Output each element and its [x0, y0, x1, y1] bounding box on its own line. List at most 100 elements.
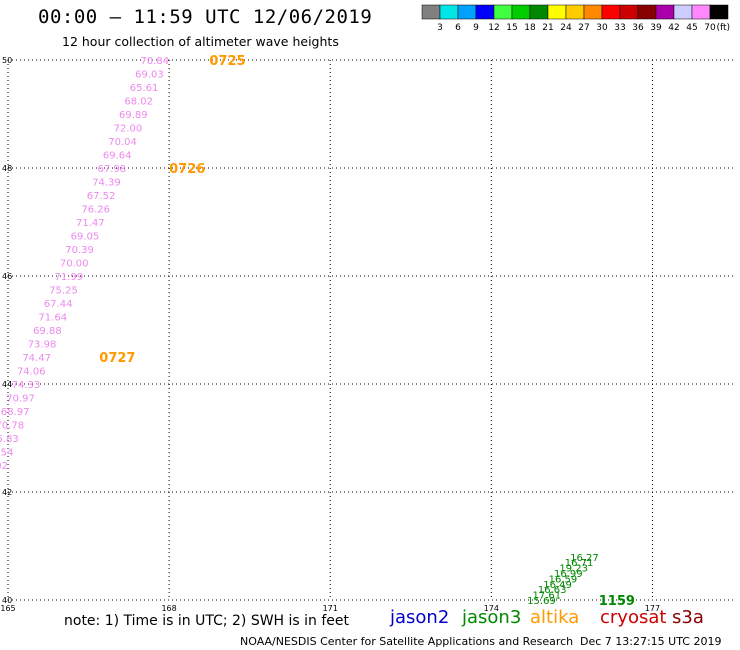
colorbar-label: 3: [437, 23, 443, 33]
data-point-s3a: 67.44: [44, 299, 73, 310]
y-tick-label: 42: [2, 488, 12, 497]
colorbar-swatch: [709, 4, 729, 20]
data-point-s3a: 73.98: [28, 340, 57, 351]
y-tick-label: 48: [2, 164, 12, 173]
data-point-s3a: 72.00: [114, 124, 143, 135]
data-point-jason3: 16.49: [543, 580, 572, 591]
data-point-s3a: 71.47: [76, 218, 105, 229]
data-point-s3a: 69.89: [119, 110, 148, 121]
colorbar-swatch: [439, 4, 459, 20]
y-tick-label: 44: [2, 380, 12, 389]
colorbar-label: 36: [632, 23, 644, 33]
colorbar-swatch: [529, 4, 549, 20]
colorbar-label: 30: [596, 23, 608, 33]
time-label-s3a: 0725: [209, 54, 245, 69]
colorbar-swatch: [601, 4, 621, 20]
data-point-s3a: 74.06: [17, 367, 46, 378]
legend-s3a: s3a: [672, 607, 704, 628]
colorbar-label: 18: [524, 23, 536, 33]
data-point-s3a: 76.26: [81, 205, 110, 216]
grid-lines: [7, 59, 733, 601]
colorbar-legend: 3 6 9 12 15 18 21 24 27 30 33 36 39 42 45 70 (ft): [421, 4, 730, 33]
data-point-s3a: 69.02: [0, 461, 8, 472]
colorbar-label: 70: [704, 23, 716, 33]
data-point-jason3: 16.59: [549, 574, 578, 585]
data-point-s3a: 69.05: [71, 232, 100, 243]
data-point-s3a: 70.84: [140, 56, 169, 67]
colorbar-swatch: [655, 4, 675, 20]
x-tick-label: 177: [645, 604, 660, 613]
colorbar-label: 9: [473, 23, 479, 33]
colorbar-label: 15: [506, 23, 517, 33]
colorbar-swatch: [547, 4, 567, 20]
data-point-s3a: 74.39: [92, 178, 121, 189]
data-point-jason3: 16.71: [565, 558, 594, 569]
footer-note: note: 1) Time is in UTC; 2) SWH is in fe…: [64, 613, 350, 629]
colorbar-label: 12: [488, 23, 499, 33]
credit-line: NOAA/NESDIS Center for Satellite Applica…: [240, 635, 574, 648]
colorbar-label: 21: [542, 23, 553, 33]
colorbar-swatch: [565, 4, 585, 20]
legend-cryosat: cryosat: [600, 607, 667, 628]
data-point-jason3: 16.99: [554, 569, 583, 580]
colorbar-label: 27: [578, 23, 589, 33]
data-point-s3a: 70.97: [6, 394, 35, 405]
x-tick-label: 174: [484, 604, 499, 613]
colorbar-label: 45: [686, 23, 697, 33]
colorbar-swatch: [457, 4, 477, 20]
data-point-s3a: 69.64: [103, 151, 132, 162]
data-point-s3a: 74.33: [12, 380, 41, 391]
data-point-s3a: 68.97: [1, 407, 30, 418]
data-marks: 70.84 69.03 65.61 68.02 69.89 72.00 70.04 69.64…: [0, 54, 635, 609]
chart-subtitle: 12 hour collection of altimeter wave hei…: [62, 34, 339, 49]
time-label-s3a: 0727: [99, 351, 135, 366]
colorbar-label: 42: [668, 23, 679, 33]
x-tick-label: 165: [0, 604, 15, 613]
legend-jason2: jason2: [390, 607, 450, 628]
generated-timestamp: Dec 7 13:27:15 UTC 2019: [580, 635, 722, 648]
data-point-s3a: 70.78: [0, 421, 24, 432]
time-label-jason3: 1159: [599, 594, 635, 609]
axes: 165 168 171 174 177 40 42 44 46 48 50: [0, 56, 660, 613]
data-point-s3a: 74.47: [22, 353, 51, 364]
data-point-s3a: 65.61: [130, 83, 159, 94]
colorbar-swatch: [421, 4, 441, 20]
data-point-s3a: 75.83: [0, 434, 19, 445]
data-point-s3a: 71.99: [55, 272, 84, 283]
colorbar-label: 24: [560, 23, 572, 33]
data-point-s3a: 71.54: [0, 448, 13, 459]
y-tick-label: 50: [2, 56, 12, 65]
y-tick-label: 40: [2, 596, 12, 605]
colorbar-swatch: [511, 4, 531, 20]
data-point-s3a: 70.39: [65, 245, 94, 256]
data-point-jason3: 19.23: [559, 564, 588, 575]
colorbar-label: 39: [650, 23, 662, 33]
chart-title: 00:00 – 11:59 UTC 12/06/2019: [38, 6, 373, 28]
colorbar-swatch: [691, 4, 711, 20]
data-point-jason3: 16.63: [538, 585, 567, 596]
legend-altika: altika: [530, 607, 580, 628]
colorbar-swatch: [583, 4, 603, 20]
data-point-s3a: 69.88: [33, 326, 62, 337]
data-point-s3a: 67.98: [98, 164, 127, 175]
colorbar-swatch: [619, 4, 639, 20]
colorbar-swatch: [475, 4, 495, 20]
x-tick-label: 171: [323, 604, 338, 613]
data-point-jason3: 16.27: [570, 553, 599, 564]
colorbar-unit: (ft): [716, 23, 730, 33]
data-point-jason3: 17.61: [533, 591, 562, 602]
legend-jason3: jason3: [462, 607, 522, 628]
data-point-s3a: 75.25: [49, 286, 78, 297]
y-tick-label: 46: [2, 272, 12, 281]
colorbar-label: 6: [455, 23, 461, 33]
colorbar-swatch: [637, 4, 657, 20]
data-point-s3a: 69.03: [135, 70, 164, 81]
data-point-s3a: 67.52: [87, 191, 116, 202]
data-point-s3a: 70.00: [60, 259, 89, 270]
data-point-jason3: 15.69: [527, 596, 556, 607]
colorbar-swatch: [673, 4, 693, 20]
x-tick-label: 168: [161, 604, 176, 613]
data-point-s3a: 68.02: [124, 97, 153, 108]
colorbar-label: 33: [614, 23, 625, 33]
